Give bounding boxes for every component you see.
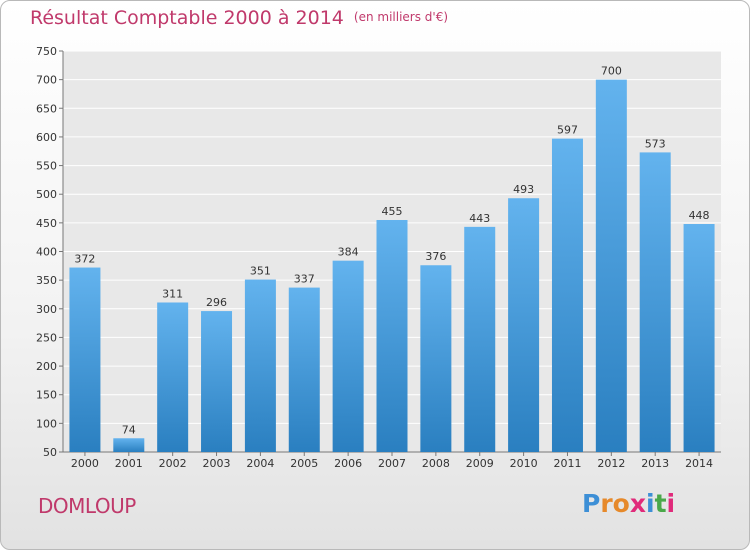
- y-tick-label: 500: [36, 188, 57, 201]
- bar: [157, 302, 189, 452]
- y-tick-label: 100: [36, 417, 57, 430]
- data-label: 448: [689, 209, 710, 222]
- x-tick-label: 2013: [641, 457, 669, 470]
- data-label: 597: [557, 124, 578, 137]
- brand-letter: P: [582, 489, 601, 518]
- y-tick-label: 300: [36, 303, 57, 316]
- x-tick-label: 2007: [378, 457, 406, 470]
- brand-letter: o: [612, 489, 630, 518]
- x-tick-label: 2008: [422, 457, 450, 470]
- data-label: 376: [425, 250, 446, 263]
- bar: [244, 279, 276, 452]
- bar: [683, 224, 715, 452]
- title-unit: (en milliers d'€): [353, 10, 449, 24]
- bar: [639, 152, 671, 452]
- data-label: 74: [122, 423, 136, 436]
- x-tick-label: 2001: [115, 457, 143, 470]
- y-tick-label: 200: [36, 360, 57, 373]
- bar: [288, 287, 320, 452]
- data-label: 311: [162, 287, 183, 300]
- x-tick-label: 2004: [246, 457, 274, 470]
- y-tick-label: 350: [36, 274, 57, 287]
- y-tick-label: 450: [36, 217, 57, 230]
- x-tick-label: 2010: [510, 457, 538, 470]
- y-tick-label: 600: [36, 131, 57, 144]
- bar: [113, 438, 145, 452]
- y-tick-label: 550: [36, 160, 57, 173]
- x-tick-label: 2009: [466, 457, 494, 470]
- y-tick-label: 400: [36, 246, 57, 259]
- brand-letter: x: [629, 489, 646, 518]
- y-tick-label: 700: [36, 74, 57, 87]
- bar: [508, 198, 540, 452]
- commune-name: DOMLOUP: [38, 494, 136, 518]
- y-tick-label: 650: [36, 102, 57, 115]
- x-tick-label: 2002: [159, 457, 187, 470]
- data-label: 351: [250, 265, 271, 278]
- data-label: 337: [294, 273, 315, 286]
- bar: [420, 265, 452, 452]
- x-tick-label: 2014: [685, 457, 713, 470]
- bar: [551, 138, 583, 452]
- y-tick-label: 750: [36, 45, 57, 58]
- x-tick-label: 2005: [290, 457, 318, 470]
- brand-letter: r: [600, 489, 613, 518]
- bar: [69, 267, 101, 452]
- data-label: 296: [206, 296, 227, 309]
- proxiti-logo: Proxiti: [582, 489, 675, 518]
- bar: [464, 226, 496, 452]
- x-tick-label: 2006: [334, 457, 362, 470]
- brand-letter: i: [646, 489, 655, 518]
- y-tick-label: 50: [43, 446, 57, 459]
- brand-letter: t: [654, 489, 667, 518]
- brand-letter: i: [666, 489, 676, 518]
- y-tick-label: 250: [36, 331, 57, 344]
- data-label: 455: [382, 205, 403, 218]
- data-label: 443: [469, 212, 490, 225]
- x-tick-label: 2000: [71, 457, 99, 470]
- bar: [376, 219, 408, 452]
- y-tick-label: 150: [36, 389, 57, 402]
- x-tick-label: 2012: [597, 457, 625, 470]
- data-label: 384: [338, 246, 359, 259]
- title-text: Résultat Comptable 2000 à 2014: [30, 7, 344, 29]
- bar: [201, 311, 233, 452]
- chart-title: Résultat Comptable 2000 à 2014 (en millie…: [30, 7, 448, 29]
- bar: [332, 260, 364, 452]
- bar: [595, 79, 627, 453]
- data-label: 573: [645, 137, 666, 150]
- data-label: 493: [513, 183, 534, 196]
- x-tick-label: 2003: [203, 457, 231, 470]
- data-label: 372: [74, 253, 95, 266]
- data-label: 700: [601, 65, 622, 78]
- x-tick-label: 2011: [553, 457, 581, 470]
